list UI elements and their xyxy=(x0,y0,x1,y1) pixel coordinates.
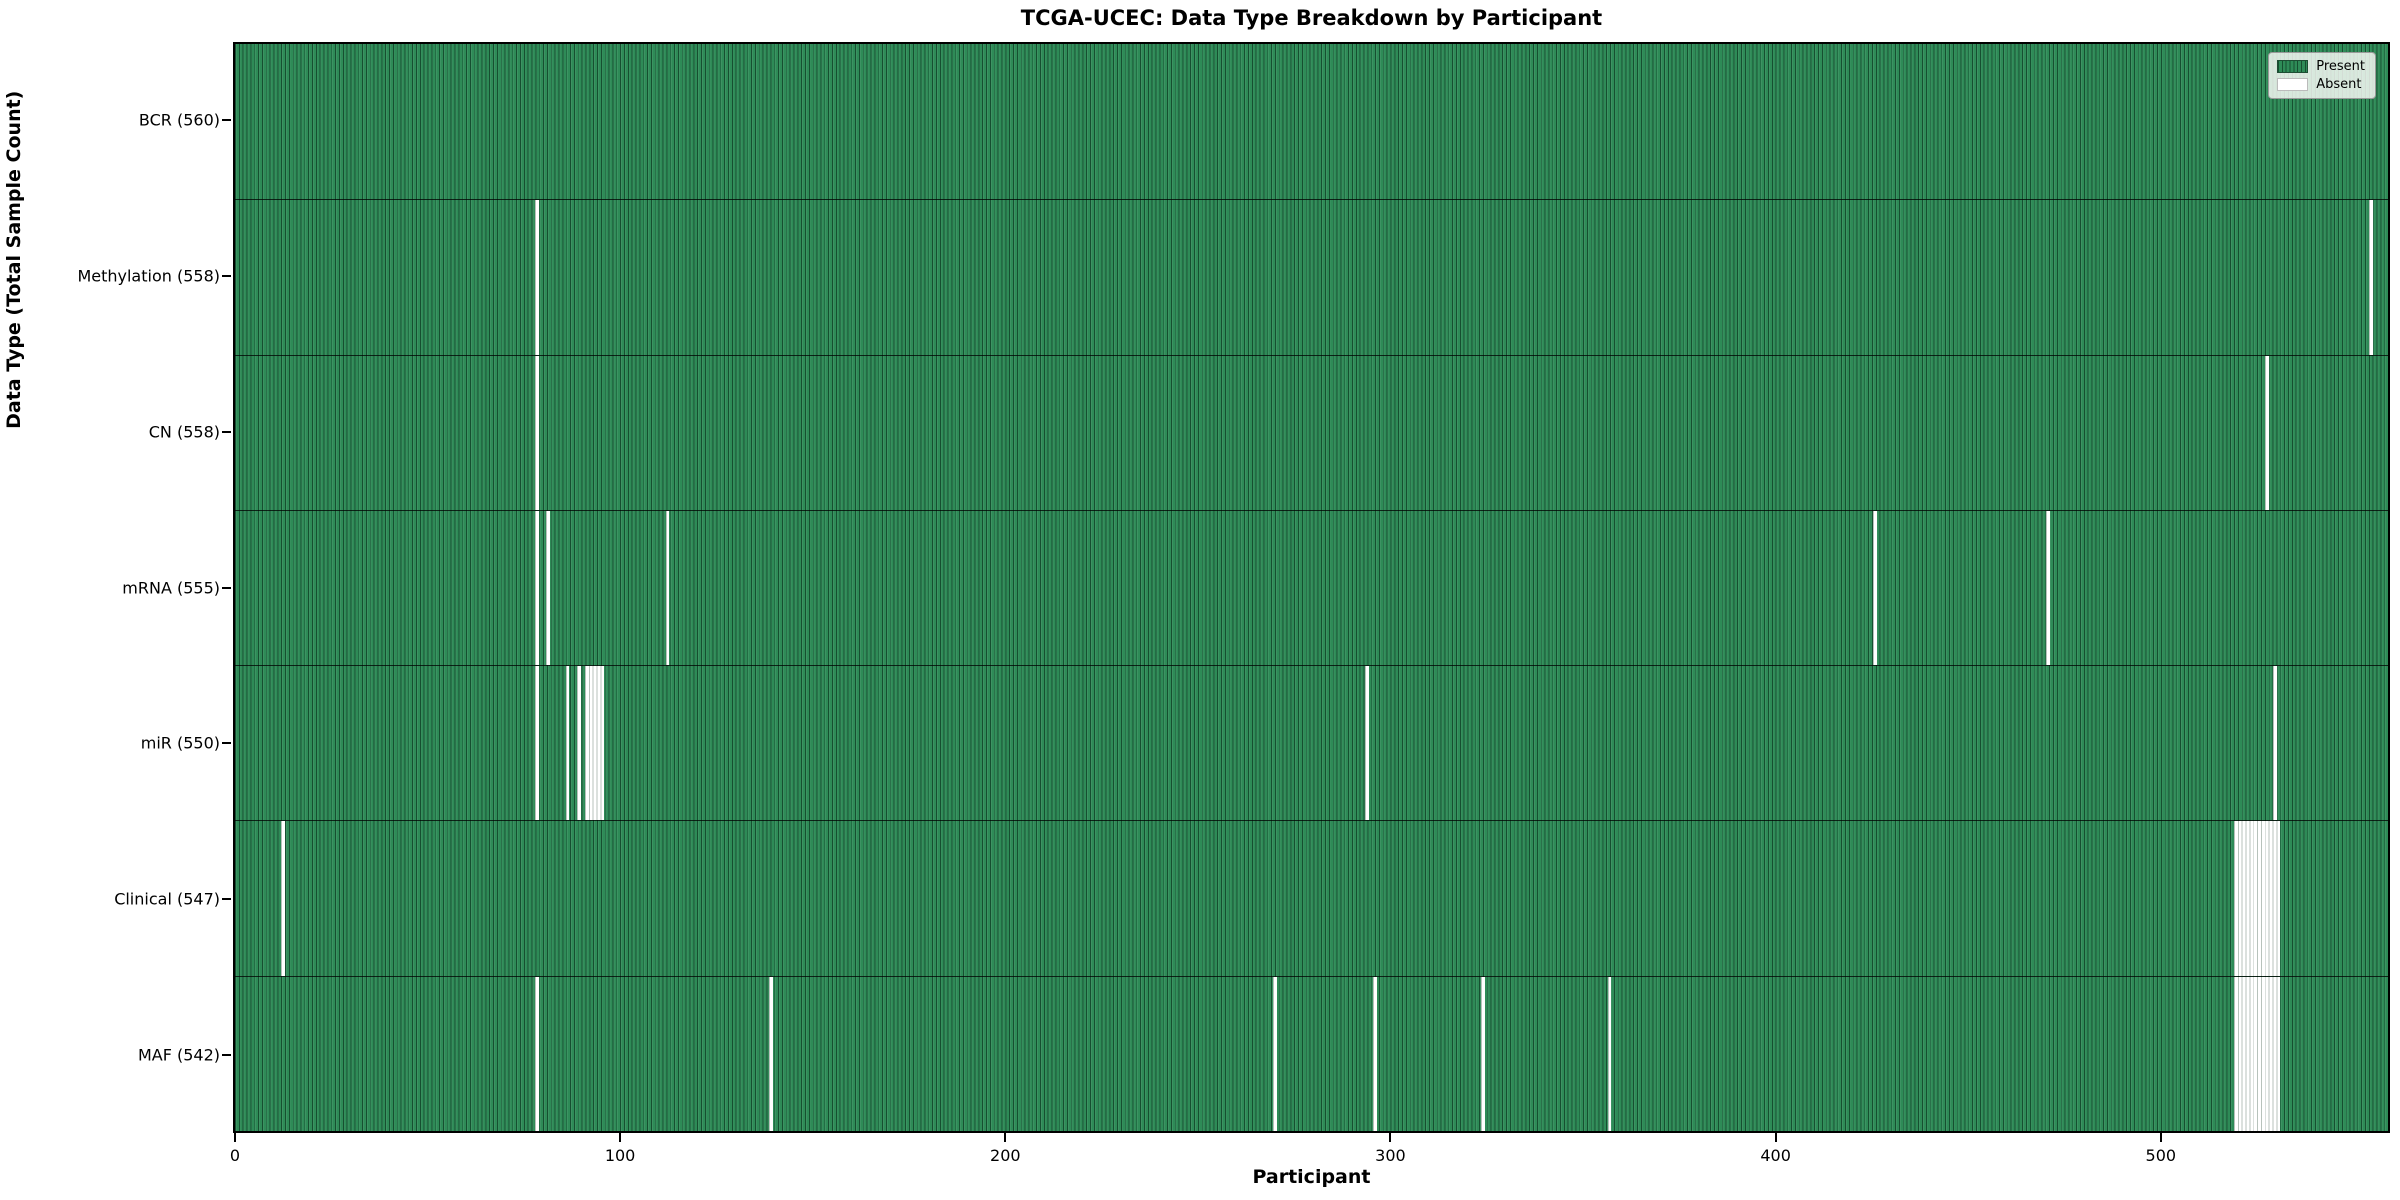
absent-stripe xyxy=(2045,510,2050,666)
ytick-label-mir: miR (550) xyxy=(140,733,220,753)
xtick-mark xyxy=(1004,1133,1007,1142)
ytick-mark xyxy=(222,898,231,901)
absent-stripe xyxy=(565,666,570,821)
xtick-mark xyxy=(2159,1133,2162,1142)
row-mir xyxy=(235,665,2388,821)
ytick-mark xyxy=(222,586,231,589)
xtick-mark xyxy=(233,1133,236,1142)
ytick-mark xyxy=(222,274,231,277)
absent-stripe xyxy=(2234,976,2281,1131)
ytick-label-methylation: Methylation (558) xyxy=(77,266,220,286)
ytick-label-maf: MAF (542) xyxy=(137,1045,220,1065)
absent-stripe xyxy=(665,510,670,666)
row-cn xyxy=(235,354,2388,510)
absent-stripe xyxy=(1872,510,1877,666)
absent-stripe xyxy=(1480,976,1485,1131)
legend-present-swatch xyxy=(2277,60,2309,73)
legend-absent-label: Absent xyxy=(2316,77,2362,92)
absent-stripe xyxy=(2368,200,2373,355)
row-mrna xyxy=(235,509,2388,666)
legend-item-absent: Absent xyxy=(2277,78,2365,91)
ytick-label-mrna: mRNA (555) xyxy=(122,578,220,597)
y-axis-label: Data Type (Total Sample Count) xyxy=(3,90,25,429)
absent-stripe xyxy=(1365,666,1370,821)
xtick-mark xyxy=(1389,1133,1392,1142)
ytick-mark xyxy=(222,118,231,121)
xtick-mark xyxy=(1774,1133,1777,1142)
ytick-mark xyxy=(222,1054,231,1057)
legend-absent-swatch xyxy=(2277,78,2309,91)
row-maf xyxy=(235,975,2388,1131)
xtick-mark xyxy=(619,1133,622,1142)
ytick-label-bcr: BCR (560) xyxy=(138,110,220,130)
row-bcr xyxy=(235,44,2388,200)
xtick-label-0: 0 xyxy=(229,1146,241,1165)
absent-stripe xyxy=(2234,821,2281,976)
ytick-label-clinical: Clinical (547) xyxy=(114,889,220,909)
legend-present-label: Present xyxy=(2316,59,2365,74)
absent-stripe xyxy=(534,200,539,355)
row-clinical xyxy=(235,820,2388,976)
chart-title: TCGA-UCEC: Data Type Breakdown by Partic… xyxy=(1020,6,1603,30)
absent-stripe xyxy=(2264,355,2269,510)
absent-stripe xyxy=(546,510,551,666)
xtick-label-100: 100 xyxy=(604,1146,636,1165)
absent-stripe xyxy=(577,666,582,821)
legend: Present Absent xyxy=(2268,52,2376,99)
heatmap-rows xyxy=(235,44,2388,1131)
x-axis-label: Participant xyxy=(1252,1166,1371,1188)
absent-stripe xyxy=(1273,976,1277,1131)
absent-stripe xyxy=(281,821,285,976)
absent-stripe xyxy=(534,355,539,510)
plot-area: Present Absent xyxy=(233,42,2390,1133)
xtick-label-400: 400 xyxy=(1760,1146,1791,1165)
absent-stripe xyxy=(1607,976,1612,1131)
legend-item-present: Present xyxy=(2277,60,2365,73)
xtick-label-500: 500 xyxy=(2145,1146,2177,1165)
ytick-label-cn: CN (558) xyxy=(148,422,220,442)
xtick-label-200: 200 xyxy=(990,1146,1021,1165)
xtick-label-300: 300 xyxy=(1375,1146,1406,1165)
absent-stripe xyxy=(534,976,539,1131)
ytick-mark xyxy=(222,430,231,433)
row-methylation xyxy=(235,199,2388,355)
absent-stripe xyxy=(2272,666,2277,821)
ytick-mark xyxy=(222,742,231,745)
absent-stripe xyxy=(534,510,539,666)
absent-stripe xyxy=(584,666,605,821)
absent-stripe xyxy=(1373,976,1377,1131)
absent-stripe xyxy=(534,666,539,821)
absent-stripe xyxy=(769,976,774,1131)
